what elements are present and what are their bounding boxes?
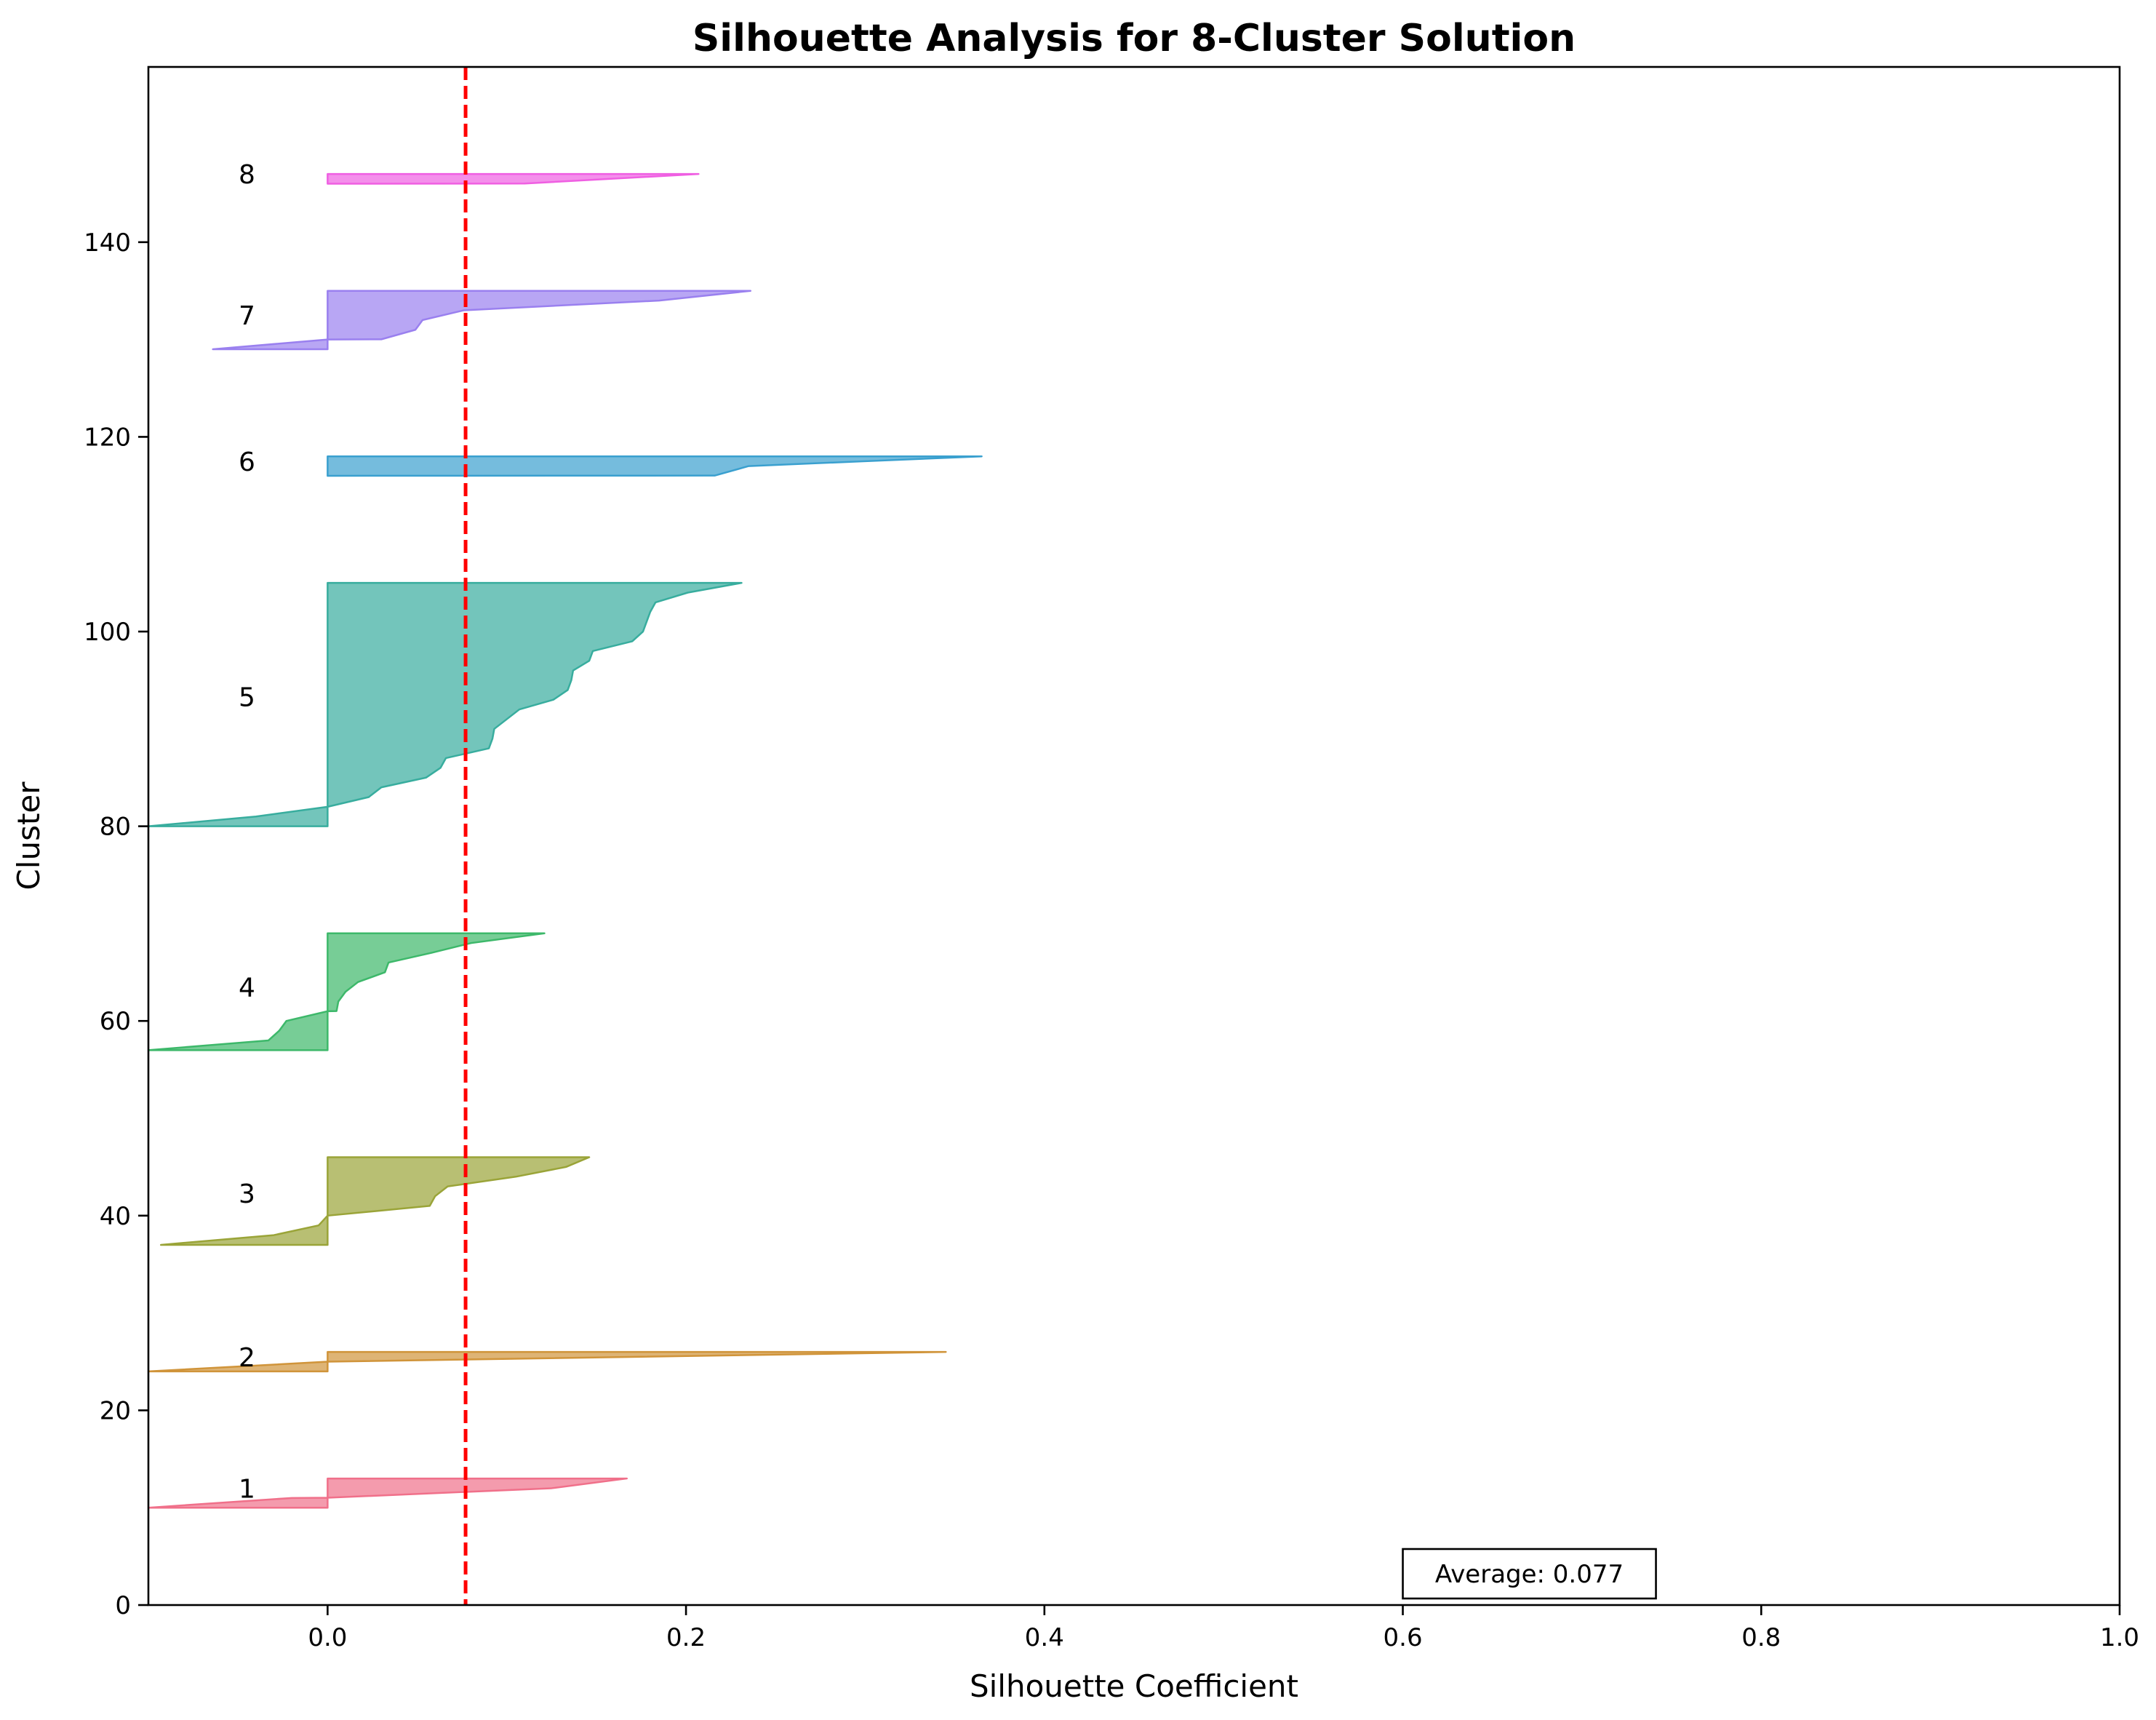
- cluster-6-label: 6: [239, 447, 255, 477]
- y-axis-label: Cluster: [11, 781, 47, 891]
- y-tick-label: 20: [100, 1396, 131, 1425]
- average-annotation: Average: 0.077: [1402, 1548, 1657, 1600]
- y-axis-ticks: 0 20 40 60 80 100 120 140: [84, 228, 148, 1620]
- plot-frame: [147, 65, 2121, 1606]
- cluster-3-silhouette: [159, 1156, 591, 1246]
- cluster-silhouettes: [148, 172, 983, 1509]
- cluster-5-silhouette: [148, 581, 743, 827]
- x-tick-label: 0.0: [308, 1623, 347, 1652]
- x-tick-label: 0.2: [666, 1623, 706, 1652]
- y-tick-label: 80: [100, 813, 131, 842]
- x-tick-label: 1.0: [2100, 1623, 2139, 1652]
- cluster-3-label: 3: [239, 1179, 255, 1209]
- cluster-2-silhouette: [148, 1350, 947, 1373]
- x-tick-label: 0.8: [1741, 1623, 1781, 1652]
- average-annotation-text: Average: 0.077: [1435, 1560, 1624, 1589]
- average-annotation-box: [1402, 1548, 1657, 1600]
- cluster-6-silhouette: [327, 455, 983, 477]
- cluster-7-label: 7: [239, 301, 255, 331]
- cluster-1-silhouette: [148, 1477, 628, 1509]
- x-axis-label: Silhouette Coefficient: [970, 1668, 1298, 1704]
- chart-title: Silhouette Analysis for 8-Cluster Soluti…: [692, 17, 1576, 60]
- cluster-8-silhouette: [327, 172, 700, 185]
- y-tick-label: 120: [84, 423, 131, 452]
- x-tick-label: 0.6: [1384, 1623, 1423, 1652]
- cluster-labels: 1 2 3 4 5 6 7 8: [239, 160, 255, 1504]
- cluster-8-label: 8: [239, 160, 255, 190]
- cluster-4-label: 4: [239, 973, 255, 1003]
- y-tick-label: 0: [115, 1591, 131, 1620]
- cluster-1-label: 1: [239, 1474, 255, 1504]
- x-tick-label: 0.4: [1025, 1623, 1064, 1652]
- cluster-4-silhouette: [148, 932, 546, 1051]
- x-axis-ticks: 0.0 0.2 0.4 0.6 0.8 1.0: [308, 1605, 2139, 1652]
- y-tick-label: 140: [84, 228, 131, 258]
- cluster-7-silhouette: [212, 290, 752, 351]
- y-tick-label: 100: [84, 618, 131, 647]
- y-tick-label: 40: [100, 1202, 131, 1231]
- y-tick-label: 60: [100, 1007, 131, 1036]
- cluster-2-label: 2: [239, 1343, 255, 1373]
- cluster-5-label: 5: [239, 683, 255, 713]
